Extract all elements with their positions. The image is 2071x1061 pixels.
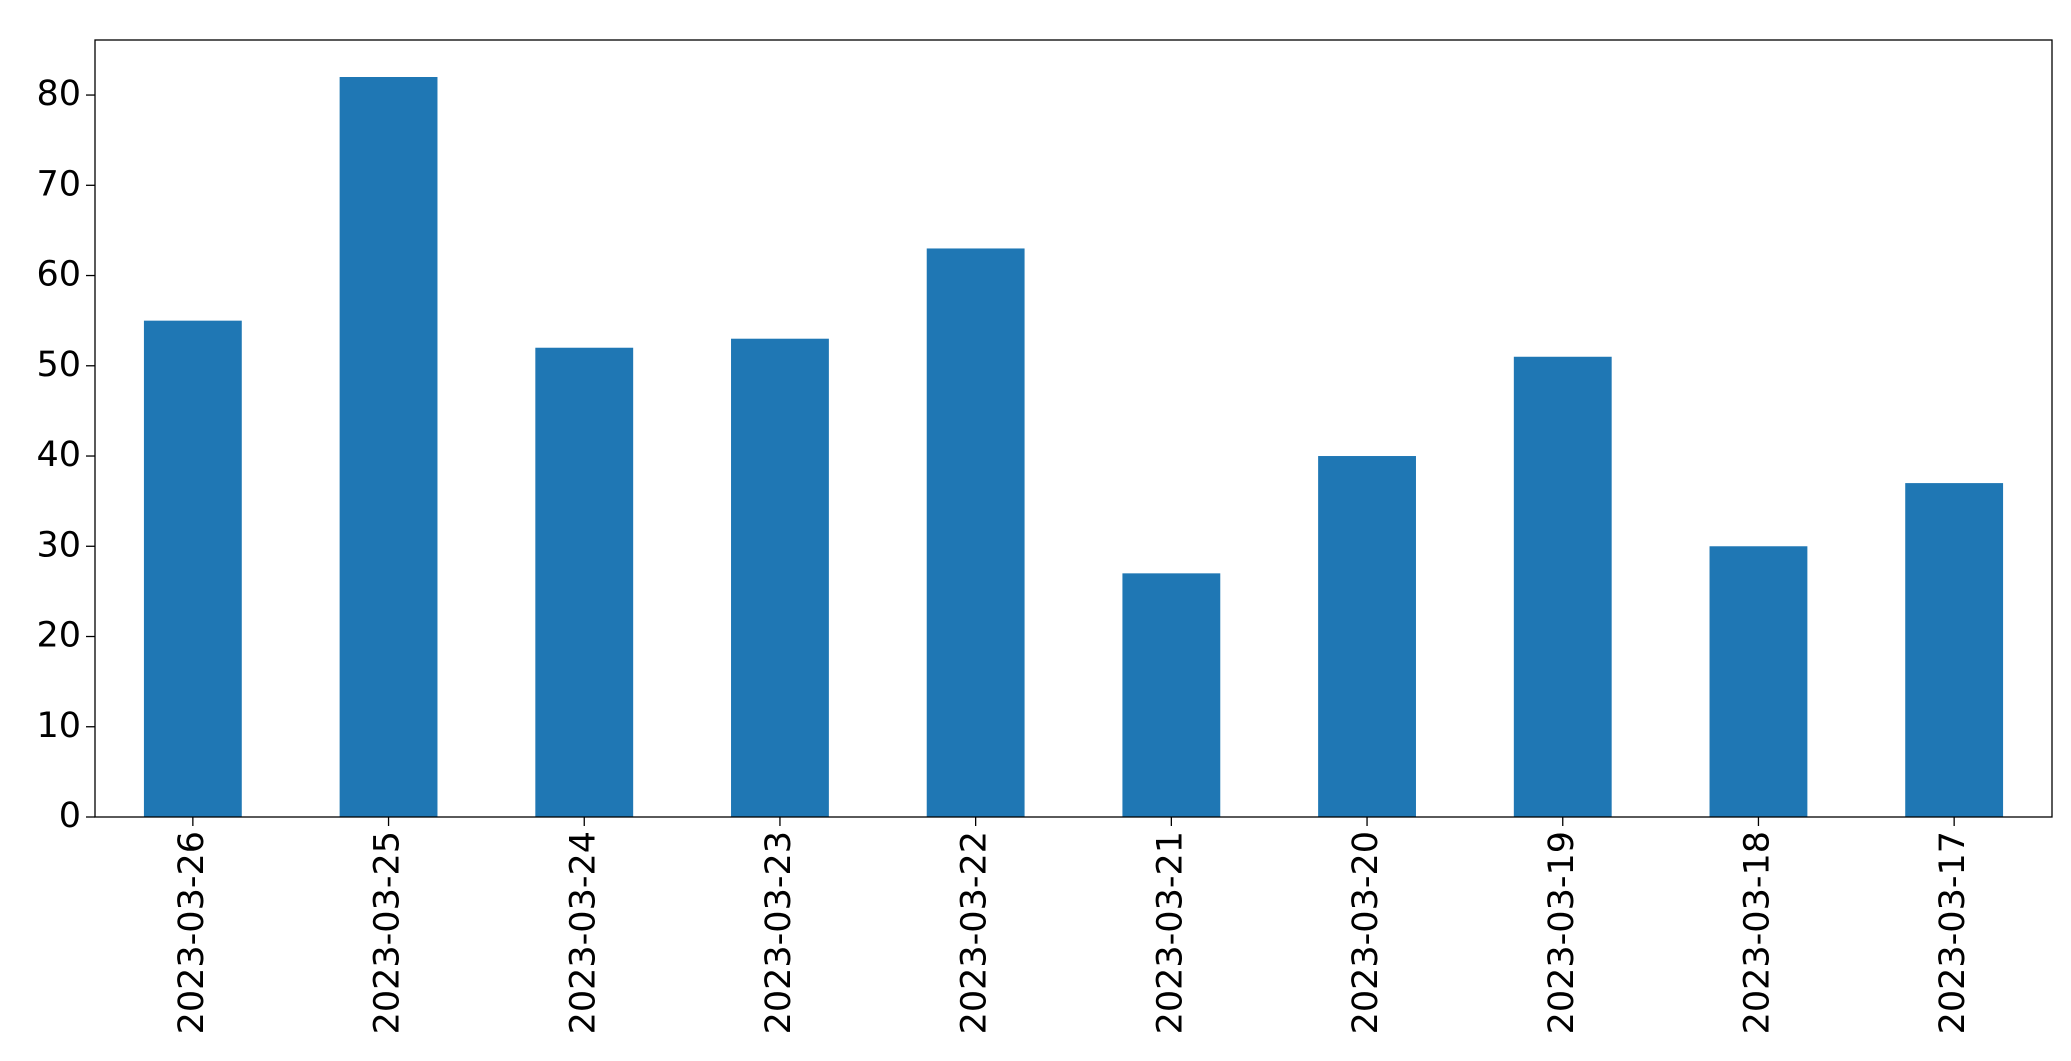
y-tick-label: 20 [36,616,81,656]
y-tick-label: 70 [36,164,81,204]
x-tick-label: 2023-03-25 [368,831,408,1034]
y-tick-label: 30 [36,525,81,565]
x-tick-label: 2023-03-18 [1737,831,1777,1034]
x-tick-label: 2023-03-17 [1933,831,1973,1034]
y-tick-label: 60 [36,255,81,295]
bar [731,338,829,817]
bar [1709,546,1808,817]
y-tick-label: 40 [36,435,81,475]
x-tick-label: 2023-03-22 [955,831,995,1034]
y-tick-label: 50 [36,345,81,385]
bar [1513,356,1612,817]
x-tick-label: 2023-03-21 [1150,831,1190,1034]
x-tick-label: 2023-03-19 [1542,831,1582,1034]
x-tick-label: 2023-03-23 [759,831,799,1034]
plot-frame [94,39,2053,818]
x-tick-label: 2023-03-26 [172,831,212,1034]
bar [535,347,634,817]
bar [926,248,1025,818]
y-tick-label: 0 [59,796,81,836]
x-tick-label: 2023-03-24 [563,831,603,1034]
x-tick-label: 2023-03-20 [1346,831,1386,1034]
bar [339,77,438,817]
y-tick-label: 80 [36,74,81,114]
bar [1318,456,1416,817]
bar [1122,573,1221,817]
bar [1905,483,2004,817]
bar [143,320,242,817]
y-tick-label: 10 [36,706,81,746]
